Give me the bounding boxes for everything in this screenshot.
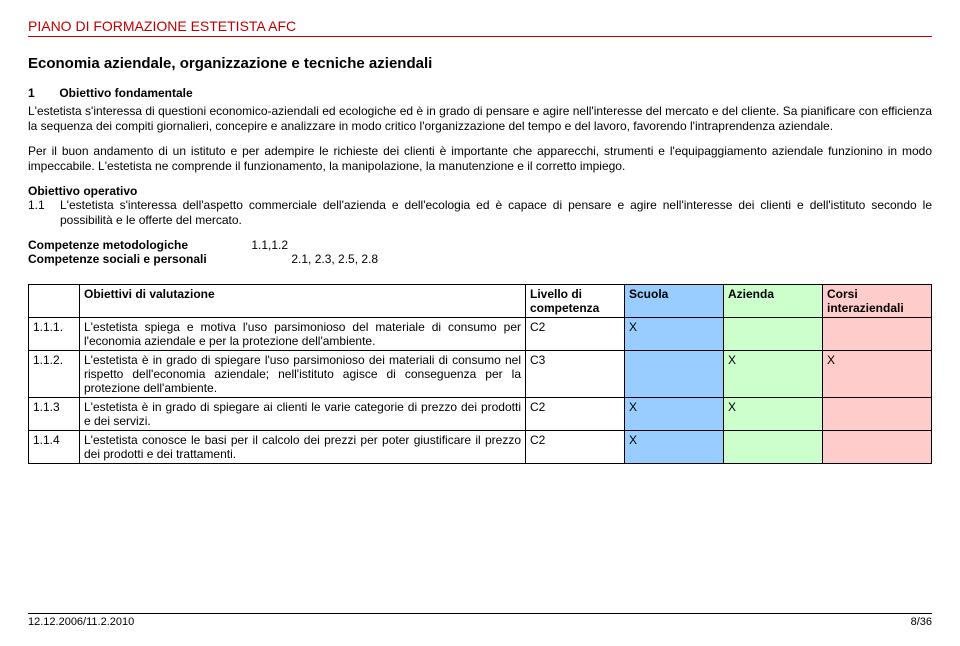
cell-courses: X bbox=[823, 351, 932, 398]
competences-block: Competenze metodologiche 1.1,1.2 Compete… bbox=[28, 238, 932, 266]
th-school: Scuola bbox=[625, 285, 724, 318]
cell-text: L'estetista è in grado di spiegare ai cl… bbox=[80, 398, 526, 431]
cell-school: X bbox=[625, 398, 724, 431]
objective-number: 1 bbox=[28, 86, 56, 100]
paragraph-1: L'estetista s'interessa di questioni eco… bbox=[28, 104, 932, 134]
comp-social-value: 2.1, 2.3, 2.5, 2.8 bbox=[291, 252, 378, 266]
page-footer: 12.12.2006/11.2.2010 8/36 bbox=[28, 613, 932, 628]
cell-company: X bbox=[724, 351, 823, 398]
operative-objective-num: 1.1 bbox=[28, 198, 60, 228]
cell-num: 1.1.3 bbox=[29, 398, 80, 431]
cell-courses bbox=[823, 431, 932, 464]
table-row: 1.1.2. L'estetista è in grado di spiegar… bbox=[29, 351, 932, 398]
objective-fundamental-line: 1 Obiettivo fondamentale bbox=[28, 86, 932, 100]
footer-date: 12.12.2006/11.2.2010 bbox=[28, 616, 134, 628]
th-blank bbox=[29, 285, 80, 318]
cell-courses bbox=[823, 398, 932, 431]
cell-level: C2 bbox=[526, 398, 625, 431]
cell-school: X bbox=[625, 318, 724, 351]
table-row: 1.1.4 L'estetista conosce le basi per il… bbox=[29, 431, 932, 464]
cell-company bbox=[724, 431, 823, 464]
objective-label: Obiettivo fondamentale bbox=[59, 86, 192, 100]
comp-method-label: Competenze metodologiche bbox=[28, 238, 228, 252]
cell-level: C2 bbox=[526, 431, 625, 464]
operative-objective-row: 1.1 L'estetista s'interessa dell'aspetto… bbox=[28, 198, 932, 228]
table-header-row: Obiettivi di valutazione Livello di comp… bbox=[29, 285, 932, 318]
cell-company bbox=[724, 318, 823, 351]
cell-level: C3 bbox=[526, 351, 625, 398]
cell-level: C2 bbox=[526, 318, 625, 351]
cell-text: L'estetista spiega e motiva l'uso parsim… bbox=[80, 318, 526, 351]
comp-social-label: Competenze sociali e personali bbox=[28, 252, 248, 266]
cell-text: L'estetista è in grado di spiegare l'uso… bbox=[80, 351, 526, 398]
cell-courses bbox=[823, 318, 932, 351]
paragraph-2: Per il buon andamento di un istituto e p… bbox=[28, 144, 932, 174]
cell-num: 1.1.2. bbox=[29, 351, 80, 398]
table-row: 1.1.3 L'estetista è in grado di spiegare… bbox=[29, 398, 932, 431]
evaluation-table: Obiettivi di valutazione Livello di comp… bbox=[28, 284, 932, 464]
cell-text: L'estetista conosce le basi per il calco… bbox=[80, 431, 526, 464]
cell-school: X bbox=[625, 431, 724, 464]
th-courses: Corsi interaziendali bbox=[823, 285, 932, 318]
cell-school bbox=[625, 351, 724, 398]
section-title: Economia aziendale, organizzazione e tec… bbox=[28, 55, 932, 72]
cell-company: X bbox=[724, 398, 823, 431]
footer-page: 8/36 bbox=[911, 616, 932, 628]
operative-objective-head: Obiettivo operativo bbox=[28, 184, 932, 198]
th-level: Livello di competenza bbox=[526, 285, 625, 318]
th-company: Azienda bbox=[724, 285, 823, 318]
operative-objective-text: L'estetista s'interessa dell'aspetto com… bbox=[60, 198, 932, 228]
th-objectives: Obiettivi di valutazione bbox=[80, 285, 526, 318]
table-row: 1.1.1. L'estetista spiega e motiva l'uso… bbox=[29, 318, 932, 351]
cell-num: 1.1.1. bbox=[29, 318, 80, 351]
cell-num: 1.1.4 bbox=[29, 431, 80, 464]
page-header: PIANO DI FORMAZIONE ESTETISTA AFC bbox=[28, 18, 932, 37]
comp-method-value: 1.1,1.2 bbox=[251, 238, 288, 252]
